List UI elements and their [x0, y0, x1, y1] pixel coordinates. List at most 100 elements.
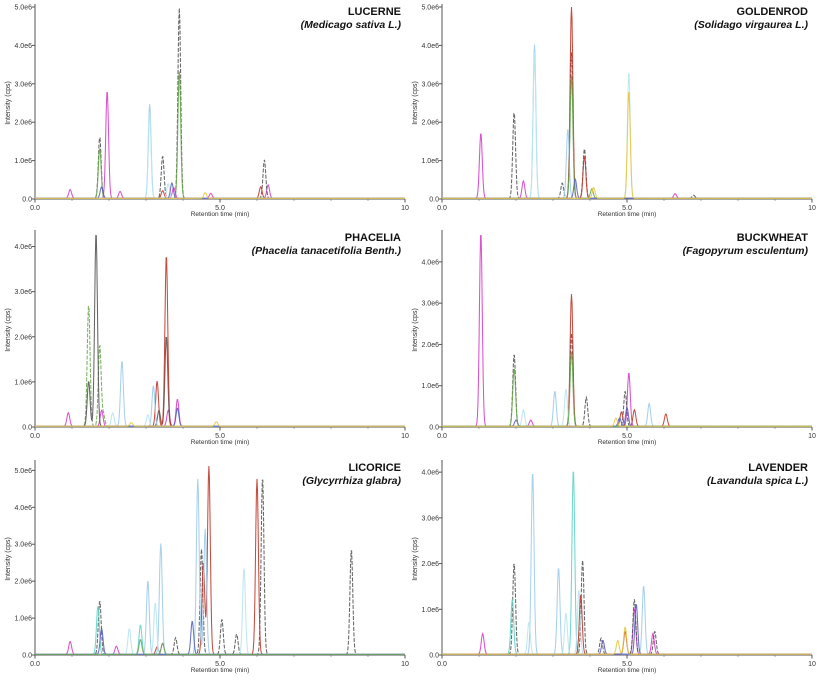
chart-title: LAVENDER: [748, 462, 808, 474]
y-tick-label: 1.0e6: [14, 158, 32, 165]
y-tick-label: 3.0e6: [421, 301, 439, 308]
y-tick-label: 3.0e6: [421, 515, 439, 522]
y-tick-label: 1.0e6: [421, 607, 439, 614]
series-line: [442, 92, 812, 199]
chart-title: PHACELIA: [345, 232, 401, 244]
y-axis-title: Intensity (cps): [412, 81, 419, 125]
series-line: [442, 473, 812, 655]
y-tick-label: 5.0e6: [14, 5, 32, 12]
series-line: [35, 479, 405, 655]
chart-panel: 0.0 1.0e6 2.0e6 3.0e6 4.0e6 5.0e6 0.0 5.0 10 Rete…: [5, 460, 409, 674]
y-tick-label: 5.0e6: [421, 5, 439, 12]
series-line: [442, 235, 812, 427]
series-line: [35, 185, 405, 199]
y-tick-label: 0.0: [429, 653, 439, 660]
x-axis-title: Retention time (min): [191, 439, 250, 446]
chart-title: BUCKWHEAT: [737, 232, 809, 244]
y-tick-label: 2.0e6: [421, 342, 439, 349]
series-line: [442, 471, 812, 655]
x-tick-label: 5.0: [215, 205, 225, 212]
y-tick-label: 2.0e6: [421, 561, 439, 568]
series-line: [442, 333, 812, 427]
y-tick-label: 2.0e6: [14, 334, 32, 341]
x-tick-label: 5.0: [215, 433, 225, 440]
chart-title: LICORICE: [348, 462, 401, 474]
chart-subtitle: (Glycyrrhiza glabra): [302, 475, 401, 487]
y-axis-title: Intensity (cps): [412, 308, 419, 352]
series-line: [442, 417, 812, 427]
y-tick-label: 4.0e6: [14, 43, 32, 50]
series-line: [35, 104, 405, 199]
chart-panel: 0.0 1.0e6 2.0e6 3.0e6 4.0e6 0.0 5.0 10 Retention…: [5, 230, 409, 446]
series-line: [35, 113, 405, 199]
y-tick-label: 2.0e6: [421, 120, 439, 127]
y-tick-label: 1.0e6: [421, 383, 439, 390]
x-tick-label: 5.0: [622, 205, 632, 212]
x-tick-label: 0.0: [30, 205, 40, 212]
series-line: [35, 8, 405, 199]
x-axis-title: Retention time (min): [598, 211, 657, 218]
x-tick-label: 0.0: [437, 433, 447, 440]
y-tick-label: 1.0e6: [14, 379, 32, 386]
x-tick-label: 0.0: [437, 205, 447, 212]
chart-panel: 0.0 1.0e6 2.0e6 3.0e6 4.0e6 5.0e6 0.0 5.0 10 Rete…: [5, 4, 409, 218]
y-tick-label: 0.0: [22, 197, 32, 204]
series-line: [442, 626, 812, 655]
y-tick-label: 4.0e6: [421, 43, 439, 50]
y-axis-title: Intensity (cps): [412, 537, 419, 581]
series-line: [35, 181, 405, 199]
chart-subtitle: (Fagopyrum esculentum): [683, 245, 809, 257]
x-axis-title: Retention time (min): [598, 439, 657, 446]
x-tick-label: 0.0: [30, 661, 40, 668]
chart-subtitle: (Lavandula spica L.): [707, 475, 808, 487]
chart-subtitle: (Phacelia tanacetifolia Benth.): [252, 245, 402, 257]
chart-subtitle: (Medicago sativa L.): [301, 19, 402, 31]
series-line: [442, 52, 812, 199]
y-tick-label: 4.0e6: [14, 505, 32, 512]
y-tick-label: 1.0e6: [14, 616, 32, 623]
series-line: [35, 421, 405, 427]
y-tick-label: 0.0: [22, 653, 32, 660]
y-tick-label: 4.0e6: [421, 470, 439, 477]
y-tick-label: 2.0e6: [14, 120, 32, 127]
y-tick-label: 4.0e6: [421, 259, 439, 266]
y-tick-label: 1.0e6: [421, 158, 439, 165]
y-tick-label: 3.0e6: [14, 542, 32, 549]
y-tick-label: 5.0e6: [14, 468, 32, 475]
chart-title: LUCERNE: [348, 6, 401, 18]
y-tick-label: 0.0: [429, 425, 439, 432]
x-tick-label: 10: [401, 433, 409, 440]
x-tick-label: 10: [808, 661, 816, 668]
series-line: [35, 71, 405, 199]
series-line: [35, 639, 405, 655]
y-tick-label: 3.0e6: [14, 81, 32, 88]
y-tick-label: 0.0: [429, 197, 439, 204]
chart-panel: 0.0 1.0e6 2.0e6 3.0e6 4.0e6 0.0 5.0 10 Retention…: [412, 230, 816, 446]
chart-panel: 0.0 1.0e6 2.0e6 3.0e6 4.0e6 0.0 5.0 10 Retention…: [412, 460, 816, 674]
y-axis-title: Intensity (cps): [5, 81, 12, 125]
x-tick-label: 10: [808, 433, 816, 440]
series-line: [442, 177, 812, 199]
y-axis-title: Intensity (cps): [5, 537, 12, 581]
y-axis-title: Intensity (cps): [5, 308, 12, 352]
series-line: [35, 235, 405, 427]
x-tick-label: 0.0: [437, 661, 447, 668]
chart-panel: 0.0 1.0e6 2.0e6 3.0e6 4.0e6 5.0e6 0.0 5.0 10 Rete…: [412, 4, 816, 218]
x-tick-label: 5.0: [622, 661, 632, 668]
x-axis-title: Retention time (min): [191, 211, 250, 218]
y-tick-label: 3.0e6: [14, 289, 32, 296]
series-line: [35, 92, 405, 199]
chart-subtitle: (Solidago virgaurea L.): [694, 19, 808, 31]
chart-title: GOLDENROD: [737, 6, 809, 18]
x-axis-title: Retention time (min): [191, 667, 250, 674]
series-line: [35, 191, 405, 199]
y-tick-label: 3.0e6: [421, 81, 439, 88]
y-tick-label: 2.0e6: [14, 579, 32, 586]
x-tick-label: 10: [401, 661, 409, 668]
x-tick-label: 5.0: [622, 433, 632, 440]
x-axis-title: Retention time (min): [598, 667, 657, 674]
x-tick-label: 5.0: [215, 661, 225, 668]
x-tick-label: 0.0: [30, 433, 40, 440]
